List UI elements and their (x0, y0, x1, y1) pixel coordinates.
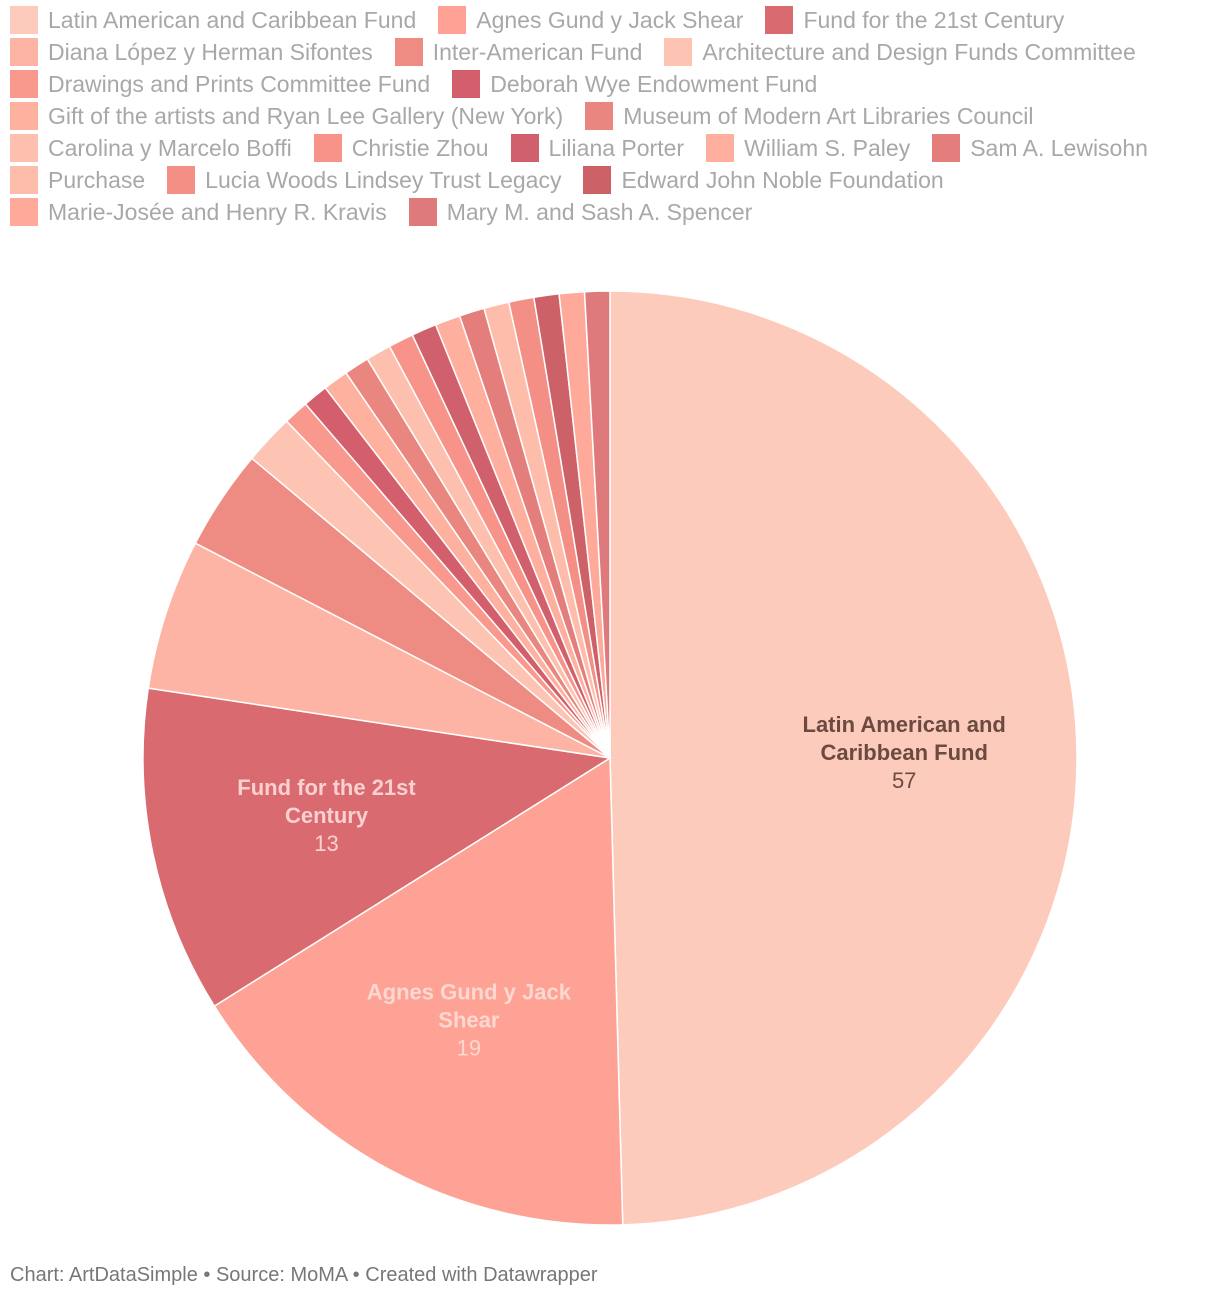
legend-item: Agnes Gund y Jack Shear (438, 6, 743, 34)
legend-swatch (706, 134, 735, 162)
legend-swatch (510, 134, 539, 162)
slice-value-label: 57 (892, 768, 916, 793)
legend-label: Fund for the 21st Century (803, 6, 1065, 33)
chart-footer: Chart: ArtDataSimple • Source: MoMA • Cr… (10, 1264, 598, 1286)
legend-item: Christie Zhou (313, 134, 489, 162)
legend-item: Liliana Porter (510, 134, 685, 162)
legend-item: Carolina y Marcelo Boffi (10, 134, 292, 162)
legend-swatch (408, 198, 437, 226)
legend-swatch (167, 166, 196, 194)
legend-label: Museum of Modern Art Libraries Council (623, 102, 1034, 129)
legend-item: Mary M. and Sash A. Spencer (408, 198, 753, 226)
legend-label: Mary M. and Sash A. Spencer (446, 198, 753, 225)
legend-swatch (765, 6, 794, 34)
legend-item: Drawings and Prints Committee Fund (10, 70, 430, 98)
legend-swatch (10, 38, 38, 66)
legend-item: Lucia Woods Lindsey Trust Legacy (167, 166, 561, 194)
legend-item: Purchase (10, 166, 145, 194)
legend-label: Christie Zhou (351, 134, 489, 161)
legend-swatch (10, 6, 38, 34)
slice-value-label: 13 (314, 831, 338, 856)
legend-label: Gift of the artists and Ryan Lee Gallery… (48, 102, 564, 129)
legend-swatch (932, 134, 961, 162)
legend-item: Deborah Wye Endowment Fund (452, 70, 817, 98)
legend-swatch (394, 38, 423, 66)
slice-label: Agnes Gund y Jack (367, 979, 572, 1004)
legend-item: Marie-Josée and Henry R. Kravis (10, 198, 387, 226)
legend-swatch (664, 38, 693, 66)
legend-label: Edward John Noble Foundation (621, 166, 944, 193)
legend-swatch (313, 134, 342, 162)
legend-swatch (10, 102, 38, 130)
legend-item: Diana López y Herman Sifontes (10, 38, 373, 66)
legend-item: William S. Paley (706, 134, 910, 162)
legend-item: Edward John Noble Foundation (583, 166, 944, 194)
legend-label: Lucia Woods Lindsey Trust Legacy (205, 166, 562, 193)
legend-swatch (10, 166, 38, 194)
legend-label: Agnes Gund y Jack Shear (476, 6, 744, 33)
legend-label: Latin American and Caribbean Fund (48, 6, 417, 33)
legend-swatch (438, 6, 467, 34)
slice-label: Latin American and (803, 712, 1006, 737)
chart-legend: Latin American and Caribbean Fund Agnes G… (10, 6, 1210, 226)
legend-item: Inter-American Fund (394, 38, 643, 66)
legend-swatch (10, 70, 38, 98)
slice-label: Century (285, 803, 369, 828)
pie-slice (147, 542, 611, 759)
legend-swatch (583, 166, 612, 194)
legend-item: Sam A. Lewisohn (932, 134, 1148, 162)
legend-swatch (452, 70, 481, 98)
legend-swatch (585, 102, 614, 130)
pie-slice (609, 290, 1078, 1226)
slice-label: Fund for the 21st (237, 775, 416, 800)
legend-label: Deborah Wye Endowment Fund (490, 70, 818, 97)
legend-label: Purchase (48, 166, 146, 193)
pie-slice (213, 756, 624, 1226)
legend-label: Sam A. Lewisohn (970, 134, 1148, 161)
legend-item: Fund for the 21st Century (765, 6, 1064, 34)
legend-label: Inter-American Fund (432, 38, 643, 65)
legend-label: Drawings and Prints Committee Fund (48, 70, 431, 97)
legend-swatch (10, 134, 38, 162)
legend-item: Museum of Modern Art Libraries Council (585, 102, 1034, 130)
legend-swatch (10, 198, 38, 226)
legend-label: Diana López y Herman Sifontes (48, 38, 373, 65)
legend-item: Architecture and Design Funds Committee (664, 38, 1136, 66)
legend-label: Marie-Josée and Henry R. Kravis (48, 198, 387, 225)
legend-label: Carolina y Marcelo Boffi (48, 134, 292, 161)
pie-slice (142, 687, 613, 1008)
slice-label: Shear (438, 1007, 500, 1032)
legend-item: Latin American and Caribbean Fund (10, 6, 416, 34)
legend-label: William S. Paley (744, 134, 911, 161)
legend-item: Gift of the artists and Ryan Lee Gallery… (10, 102, 563, 130)
pie-slice (583, 290, 611, 759)
legend-label: Architecture and Design Funds Committee (702, 38, 1136, 65)
slice-value-label: 19 (457, 1035, 481, 1060)
slice-label: Caribbean Fund (820, 740, 987, 765)
legend-label: Liliana Porter (548, 134, 685, 161)
